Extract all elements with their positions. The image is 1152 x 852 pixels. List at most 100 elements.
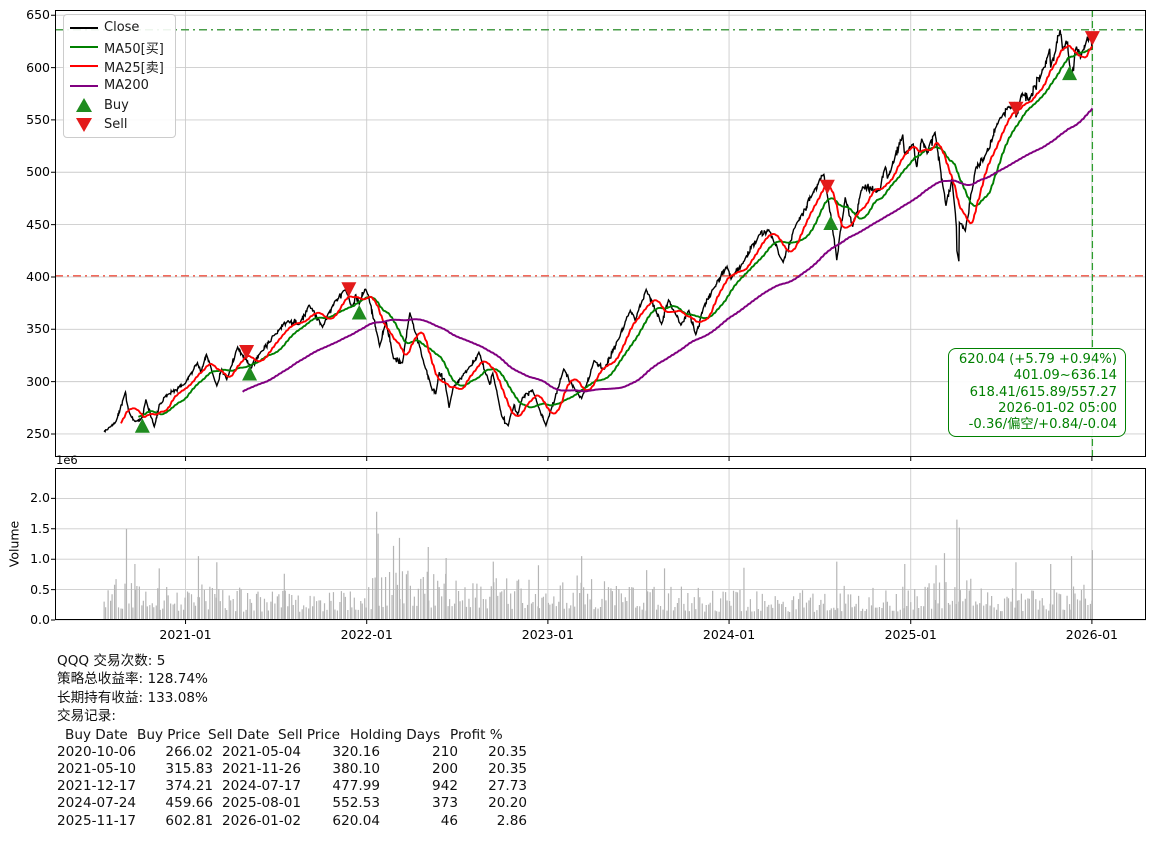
- trade-cell-holding-days: 373: [432, 795, 458, 812]
- buy-marker-icon: [76, 98, 92, 113]
- buy-markers: [134, 65, 1078, 433]
- trade-cell-buy-date: 2021-12-17: [57, 778, 137, 795]
- trade-table-header: Buy Date Buy Price Sell Date Sell Price …: [57, 727, 527, 744]
- ma200-line: [242, 107, 1094, 393]
- legend-item-sell: Sell: [64, 115, 175, 134]
- volume-tick-label: 1.5: [30, 520, 50, 536]
- legend-label: MA50[买]: [104, 41, 164, 57]
- date-tick-label: 2025-01: [884, 627, 937, 642]
- legend-item-buy: Buy: [64, 96, 175, 115]
- trade-count-line: QQQ 交易次数: 5: [57, 653, 166, 669]
- price-tick-label: 500: [26, 164, 50, 180]
- quote-annotation-box: 620.04 (+5.79 +0.94%) 401.09~636.14 618.…: [948, 348, 1126, 438]
- ma200-line-swatch: [70, 84, 98, 87]
- price-tick-label: 600: [26, 59, 50, 75]
- trade-cell-sell-date: 2021-11-26: [222, 761, 302, 778]
- trade-table-row: 2025-11-17 602.81 2026-01-02 620.04 46 2.86: [57, 813, 527, 830]
- sell-marker-icon: [76, 117, 92, 132]
- price-tick-label: 250: [26, 425, 50, 441]
- price-tick-label: 400: [26, 268, 50, 284]
- hold-return-line: 长期持有收益: 133.08%: [57, 689, 208, 706]
- trade-cell-buy-price: 459.66: [165, 795, 213, 812]
- trade-cell-profit: 20.35: [488, 761, 527, 778]
- annotation-ma-values: 618.41/615.89/557.27: [969, 384, 1117, 400]
- trade-table-row: 2020-10-06 266.02 2021-05-04 320.16 210 20.35: [57, 744, 527, 761]
- price-tick-label: 550: [26, 111, 50, 127]
- trade-cell-buy-price: 602.81: [165, 812, 213, 829]
- volume-chart-pane: [51, 468, 1146, 624]
- trade-cell-profit: 2.86: [496, 812, 527, 829]
- legend-item-ma50: MA50[买]: [64, 37, 175, 57]
- trade-table-row: 2021-12-17 374.21 2024-07-17 477.99 942 27.73: [57, 778, 527, 795]
- col-buy-date: Buy Date: [65, 726, 128, 743]
- trade-cell-sell-price: 620.04: [332, 812, 380, 829]
- strategy-return-line: 策略总收益率: 128.74%: [57, 671, 208, 688]
- annotation-datetime: 2026-01-02 05:00: [998, 400, 1117, 416]
- trade-cell-holding-days: 210: [432, 743, 458, 760]
- trade-records-label: 交易记录:: [57, 708, 116, 725]
- date-tick-label: 2022-01: [340, 627, 393, 642]
- legend-label: Close: [104, 20, 140, 36]
- legend-label: Buy: [104, 97, 129, 113]
- price-tick-label: 300: [26, 373, 50, 389]
- volume-scale-label: 1e6: [56, 453, 78, 467]
- strategy-stats: QQQ 交易次数: 5 策略总收益率: 128.74% 长期持有收益: 133.…: [57, 652, 527, 830]
- trade-cell-buy-date: 2024-07-24: [57, 795, 137, 812]
- date-tick-label: 2021-01: [159, 627, 212, 642]
- trade-table-row: 2024-07-24 459.66 2025-08-01 552.53 373 20.20: [57, 795, 527, 812]
- volume-tick-label: 0.5: [30, 581, 50, 597]
- trade-table-row: 2021-05-10 315.83 2021-11-26 380.10 200 20.35: [57, 761, 527, 778]
- trade-cell-buy-date: 2020-10-06: [57, 743, 137, 760]
- trade-cell-buy-date: 2025-11-17: [57, 812, 137, 829]
- main-axis-ticks: [51, 14, 1093, 461]
- trade-cell-sell-date: 2026-01-02: [222, 812, 302, 829]
- legend-item-ma25: MA25[卖]: [64, 57, 175, 76]
- trade-cell-holding-days: 46: [440, 812, 458, 829]
- trade-cell-profit: 20.35: [488, 743, 527, 760]
- trade-cell-profit: 20.20: [488, 795, 527, 812]
- trade-cell-sell-price: 380.10: [332, 761, 380, 778]
- trade-cell-buy-price: 374.21: [165, 778, 213, 795]
- sell-markers: [239, 31, 1100, 360]
- legend: Close MA50[买] MA25[卖] MA200 Buy Sell: [63, 14, 176, 138]
- annotation-bias: -0.36/偏空/+0.84/-0.04: [968, 417, 1117, 433]
- date-tick-label: 2023-01: [521, 627, 574, 642]
- col-holding-days: Holding Days: [350, 726, 441, 743]
- trade-cell-sell-price: 552.53: [332, 795, 380, 812]
- volume-tick-label: 1.0: [30, 551, 50, 567]
- legend-label: MA25[卖]: [104, 60, 164, 76]
- trade-cell-sell-date: 2024-07-17: [222, 778, 302, 795]
- volume-tick-label: 2.0: [30, 490, 50, 506]
- ma50-line-swatch: [70, 46, 98, 49]
- trade-cell-buy-price: 315.83: [165, 761, 213, 778]
- trade-cell-buy-date: 2021-05-10: [57, 761, 137, 778]
- annotation-range: 401.09~636.14: [1013, 368, 1117, 384]
- volume-tick-label: 0.0: [30, 612, 50, 627]
- trade-cell-holding-days: 942: [432, 778, 458, 795]
- trade-cell-sell-date: 2025-08-01: [222, 795, 302, 812]
- date-tick-label: 2026-01: [1065, 627, 1118, 642]
- volume-axis-ticks: [51, 497, 1093, 624]
- ma25-line-swatch: [70, 65, 98, 68]
- trade-table: Buy Date Buy Price Sell Date Sell Price …: [57, 727, 527, 830]
- price-tick-label: 350: [26, 321, 50, 337]
- col-sell-price: Sell Price: [278, 726, 341, 743]
- volume-axes-frame: [55, 468, 1146, 620]
- legend-item-close: Close: [64, 18, 175, 37]
- price-tick-label: 650: [26, 7, 50, 23]
- col-sell-date: Sell Date: [208, 726, 270, 743]
- col-profit: Profit %: [450, 726, 503, 743]
- trade-cell-buy-price: 266.02: [165, 743, 213, 760]
- main-axes-frame: [55, 10, 1146, 457]
- trade-cell-profit: 27.73: [488, 778, 527, 795]
- price-tick-label: 450: [26, 216, 50, 232]
- trade-cell-sell-price: 320.16: [332, 743, 380, 760]
- trade-cell-holding-days: 200: [432, 761, 458, 778]
- annotation-last-price: 620.04 (+5.79 +0.94%): [958, 352, 1117, 367]
- close-line-swatch: [70, 26, 98, 29]
- ma25-line: [120, 44, 1093, 424]
- price-chart-pane: [51, 10, 1146, 461]
- col-buy-price: Buy Price: [137, 726, 201, 743]
- trade-cell-sell-price: 477.99: [332, 778, 380, 795]
